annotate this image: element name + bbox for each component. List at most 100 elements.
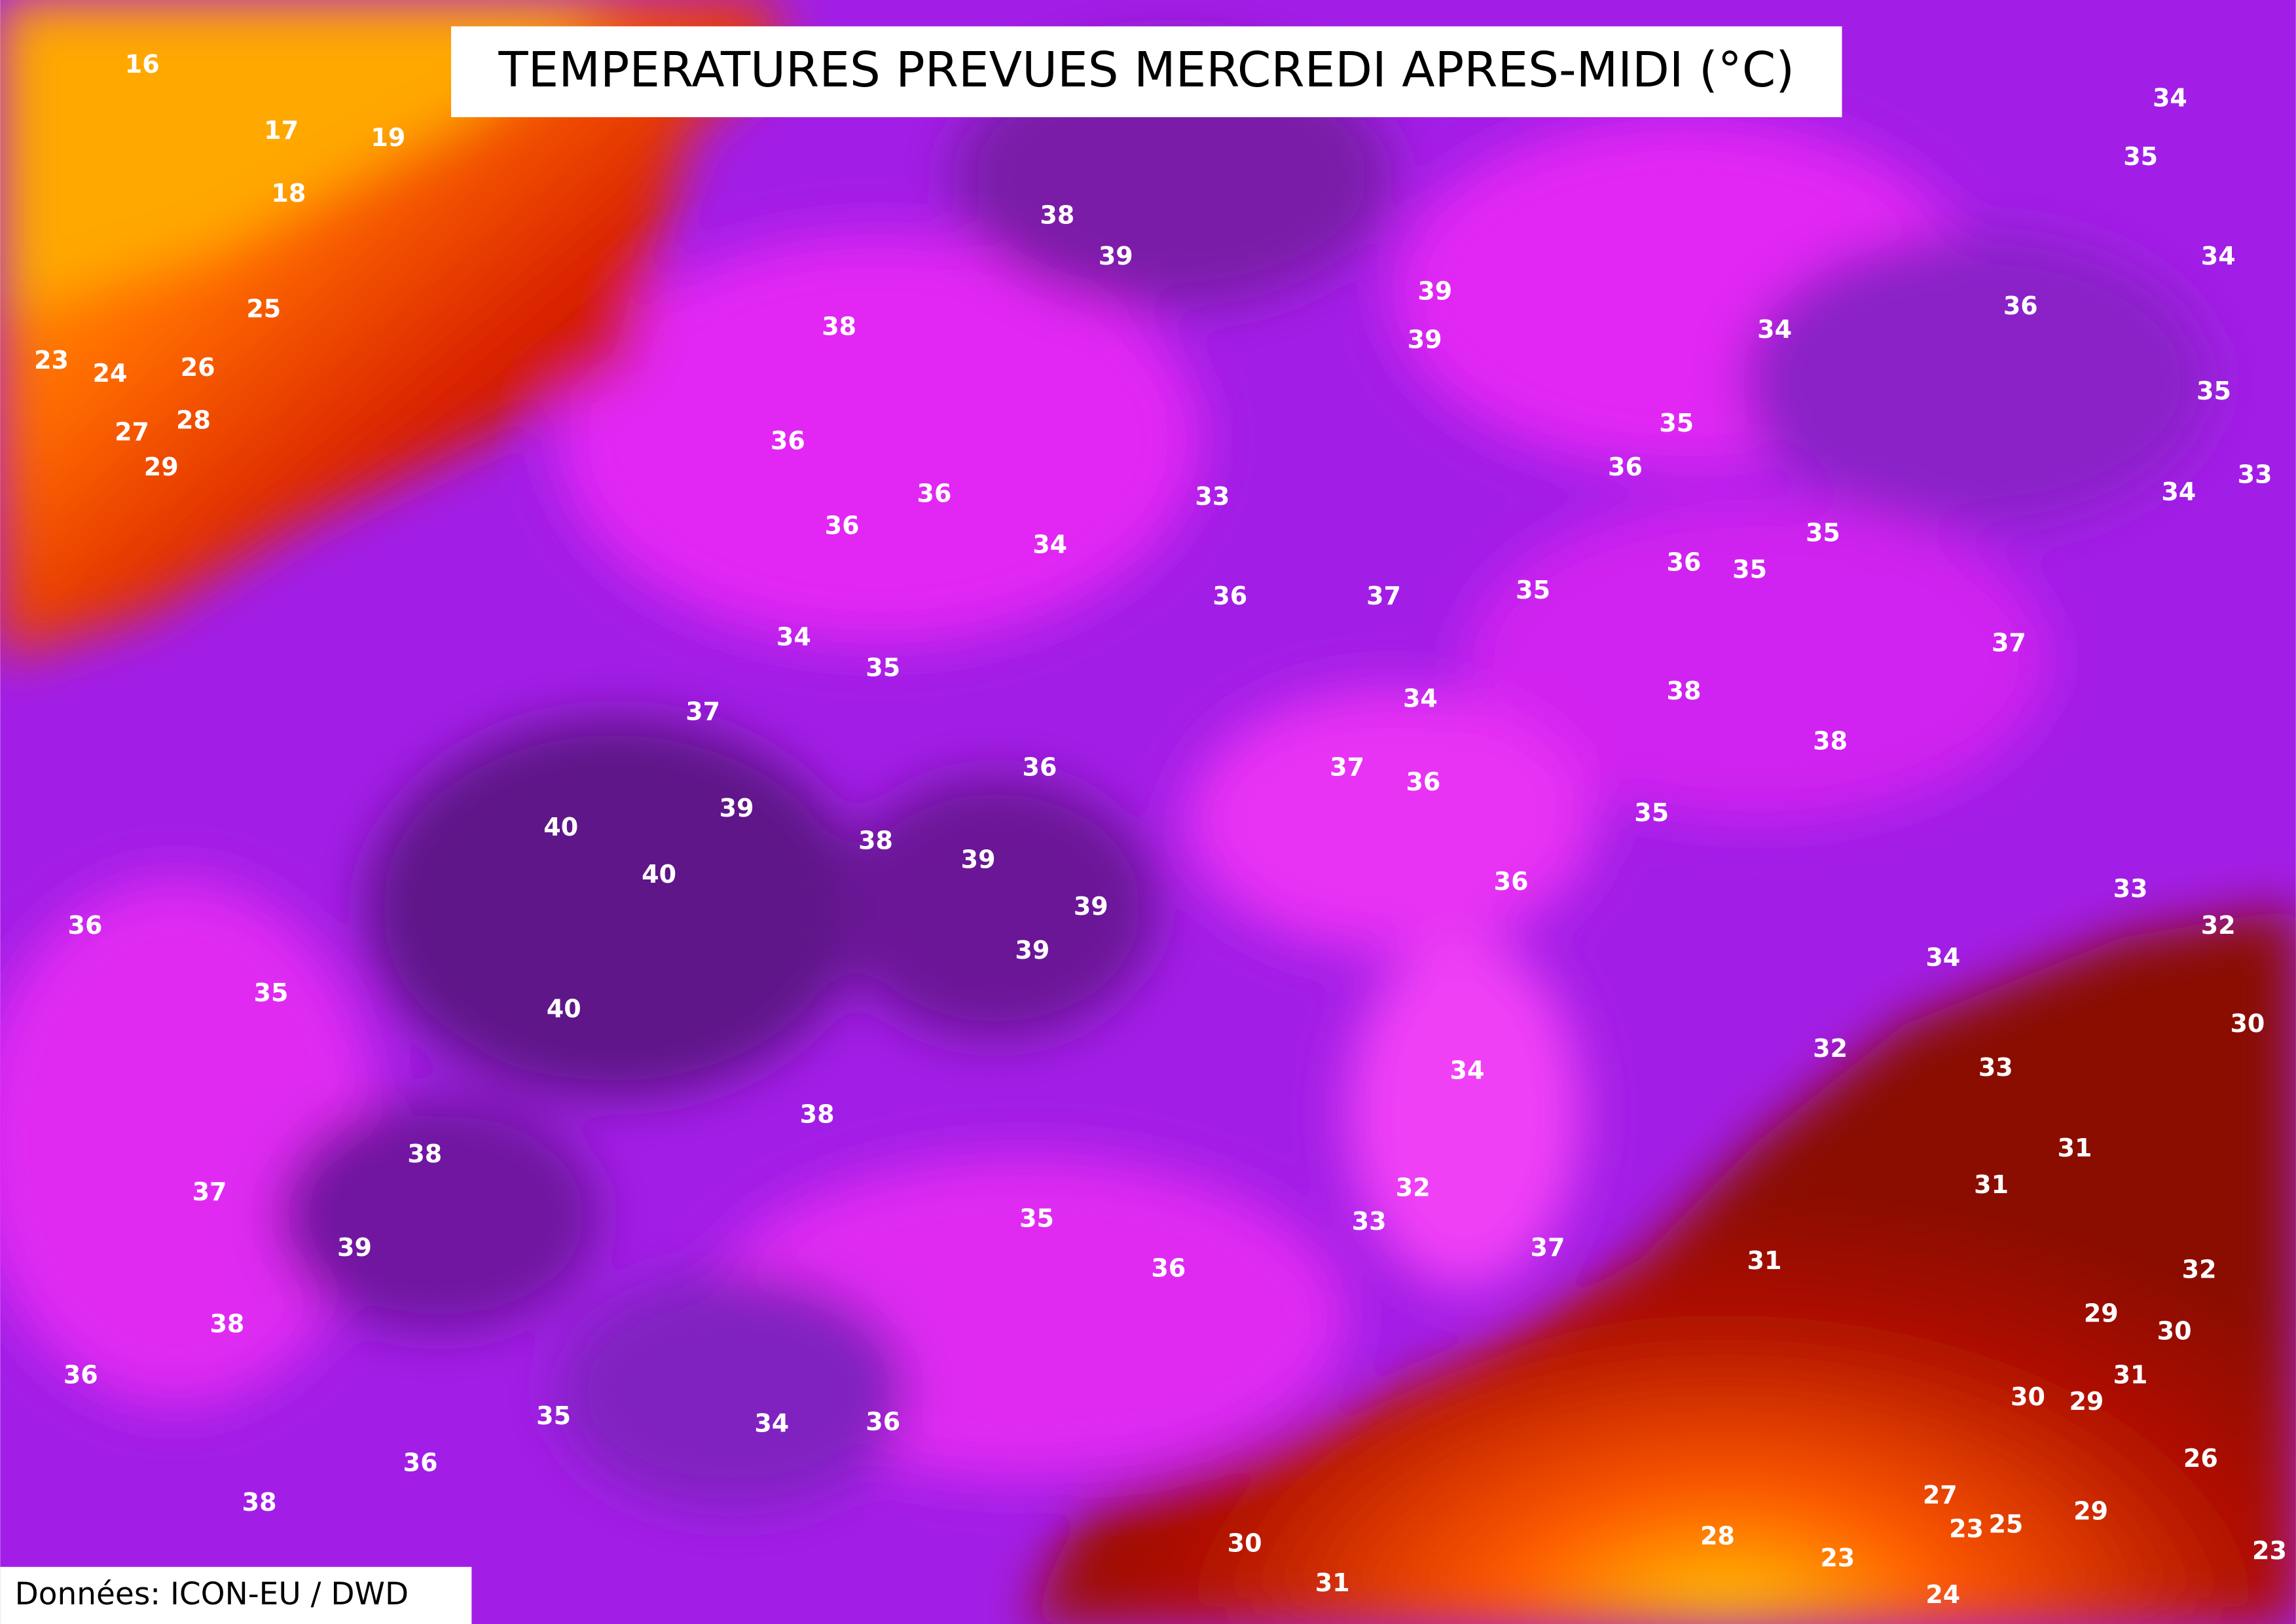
contour-label: 39 (1074, 892, 1108, 921)
contour-label: 31 (2113, 1361, 2148, 1390)
contour-label: 36 (403, 1449, 438, 1477)
contour-label: 27 (1923, 1481, 1958, 1509)
contour-label: 36 (64, 1361, 98, 1390)
contour-label: 39 (1015, 936, 1049, 965)
contour-label: 31 (1747, 1246, 1782, 1275)
contour-label: 38 (242, 1488, 277, 1517)
contour-label: 37 (192, 1177, 227, 1206)
contour-label: 36 (866, 1407, 900, 1436)
contour-label: 29 (144, 452, 179, 481)
contour-label: 19 (371, 123, 405, 152)
contour-label: 28 (1700, 1522, 1735, 1551)
contour-label: 38 (822, 312, 856, 341)
contour-label: 35 (1516, 576, 1550, 604)
contour-label: 33 (2113, 874, 2148, 903)
contour-label: 39 (1408, 325, 1442, 354)
contour-label: 34 (776, 623, 811, 652)
contour-label: 36 (1212, 581, 1247, 610)
contour-label: 23 (2252, 1536, 2287, 1565)
contour-label: 40 (547, 995, 581, 1024)
contour-label: 36 (2003, 291, 2038, 320)
contour-label: 36 (1151, 1253, 1186, 1282)
contour-label: 34 (2153, 84, 2187, 113)
contour-label: 18 (271, 179, 306, 208)
source: Données: ICON-EU / DWD (15, 1576, 409, 1612)
contour-label: 36 (1667, 547, 1702, 576)
contour-label: 35 (536, 1401, 571, 1430)
contour-label: 35 (254, 978, 289, 1007)
contour-label: 39 (720, 794, 754, 822)
contour-label: 35 (1659, 409, 1694, 437)
contour-label: 29 (2073, 1497, 2108, 1526)
contour-label: 36 (825, 511, 860, 540)
contour-label: 39 (337, 1233, 372, 1262)
contour-label: 37 (1366, 581, 1401, 610)
title-box (451, 26, 1842, 117)
contour-label: 36 (1494, 867, 1529, 896)
contour-label: 34 (1032, 530, 1067, 559)
contour-label: 26 (2183, 1444, 2218, 1473)
contour-label: 36 (68, 911, 103, 940)
contour-label: 34 (2161, 477, 2196, 506)
contour-label: 37 (1992, 628, 2026, 657)
contour-label: 38 (1040, 200, 1074, 229)
contour-label: 24 (93, 359, 128, 388)
contour-label: 23 (1949, 1514, 1984, 1543)
contour-label: 30 (2230, 1009, 2265, 1038)
contour-label: 35 (1634, 798, 1669, 827)
contour-label: 23 (34, 346, 69, 375)
contour-label: 30 (2011, 1382, 2045, 1411)
contour-label: 37 (1531, 1233, 1565, 1262)
contour-label: 33 (1195, 482, 1230, 511)
contour-label: 28 (176, 406, 211, 435)
contour-label: 38 (1813, 726, 1848, 755)
contour-label: 34 (2201, 242, 2236, 270)
contour-label: 29 (2069, 1387, 2104, 1416)
contour-label: 35 (2196, 377, 2231, 405)
contour-label: 33 (1352, 1207, 1387, 1236)
contour-label: 36 (771, 426, 805, 455)
contour-label: 34 (1925, 943, 1960, 972)
contour-label: 39 (1417, 277, 1452, 306)
contour-label: 32 (1396, 1173, 1430, 1202)
contour-label: 31 (1974, 1170, 2009, 1199)
contour-label: 34 (1757, 315, 1792, 344)
contour-label: 39 (1099, 242, 1133, 270)
contour-label: 36 (1406, 767, 1440, 796)
contour-label: 27 (115, 417, 149, 446)
contour-label: 35 (2123, 142, 2158, 171)
contour-label: 17 (264, 116, 299, 145)
contour-label: 24 (1925, 1580, 1960, 1609)
contour-label: 25 (1988, 1510, 2023, 1539)
contour-label: 38 (1667, 676, 1702, 705)
contour-label: 37 (1330, 753, 1364, 782)
contour-label: 31 (1315, 1568, 1350, 1597)
contour-label: 26 (181, 353, 215, 382)
contour-label: 34 (754, 1409, 789, 1437)
contour-label: 36 (1608, 452, 1643, 481)
contour-label: 30 (2157, 1316, 2192, 1345)
contour-label: 31 (2058, 1134, 2092, 1162)
title: TEMPERATURES PREVUES MERCREDI APRES-MIDI… (498, 43, 1795, 98)
contour-label: 25 (246, 295, 281, 323)
contour-label: 35 (866, 653, 900, 682)
contour-label: 36 (917, 479, 952, 507)
contour-label: 38 (800, 1100, 835, 1129)
contour-label: 30 (1228, 1529, 1262, 1558)
contour-label: 37 (685, 697, 720, 726)
source-box (0, 1566, 472, 1624)
contour-label: 35 (1806, 519, 1840, 547)
contour-label: 32 (1813, 1034, 1848, 1063)
contour-label: 39 (961, 845, 996, 874)
contour-label: 38 (858, 826, 893, 855)
contour-label: 34 (1403, 684, 1438, 712)
contour-label: 33 (2238, 460, 2272, 489)
contour-label: 29 (2084, 1299, 2119, 1328)
contour-label: 40 (543, 813, 578, 841)
contour-label: 23 (1820, 1543, 1855, 1572)
contour-label: 35 (1732, 555, 1767, 584)
contour-label: 16 (125, 50, 160, 79)
contour-label: 36 (1023, 753, 1057, 782)
